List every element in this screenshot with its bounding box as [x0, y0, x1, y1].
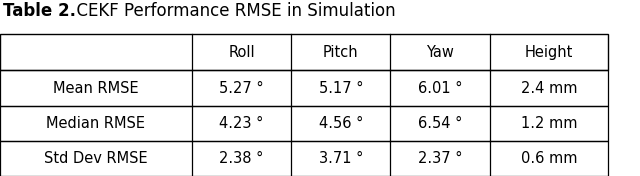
Text: Table 2.: Table 2.: [3, 2, 76, 20]
Text: 0.6 mm: 0.6 mm: [520, 151, 577, 166]
Bar: [0, 34, 608, 70]
Text: 6.54 °: 6.54 °: [418, 116, 462, 131]
Text: Median RMSE: Median RMSE: [47, 116, 145, 131]
Bar: [0, 70, 608, 106]
Text: CEKF Performance RMSE in Simulation: CEKF Performance RMSE in Simulation: [66, 2, 396, 20]
Text: 5.27 °: 5.27 °: [220, 81, 264, 96]
Text: 1.2 mm: 1.2 mm: [520, 116, 577, 131]
Text: Yaw: Yaw: [426, 45, 454, 60]
Text: 4.23 °: 4.23 °: [220, 116, 264, 131]
Text: Roll: Roll: [228, 45, 255, 60]
Bar: [0, 106, 608, 141]
Text: 3.71 °: 3.71 °: [319, 151, 363, 166]
Text: Pitch: Pitch: [323, 45, 358, 60]
Text: 2.38 °: 2.38 °: [220, 151, 264, 166]
Text: 6.01 °: 6.01 °: [418, 81, 462, 96]
Text: 5.17 °: 5.17 °: [319, 81, 363, 96]
Text: Std Dev RMSE: Std Dev RMSE: [44, 151, 148, 166]
Text: 2.4 mm: 2.4 mm: [520, 81, 577, 96]
Text: 4.56 °: 4.56 °: [319, 116, 363, 131]
Bar: [0, 141, 608, 176]
Text: 2.37 °: 2.37 °: [418, 151, 462, 166]
Text: Mean RMSE: Mean RMSE: [53, 81, 139, 96]
Text: Height: Height: [525, 45, 573, 60]
